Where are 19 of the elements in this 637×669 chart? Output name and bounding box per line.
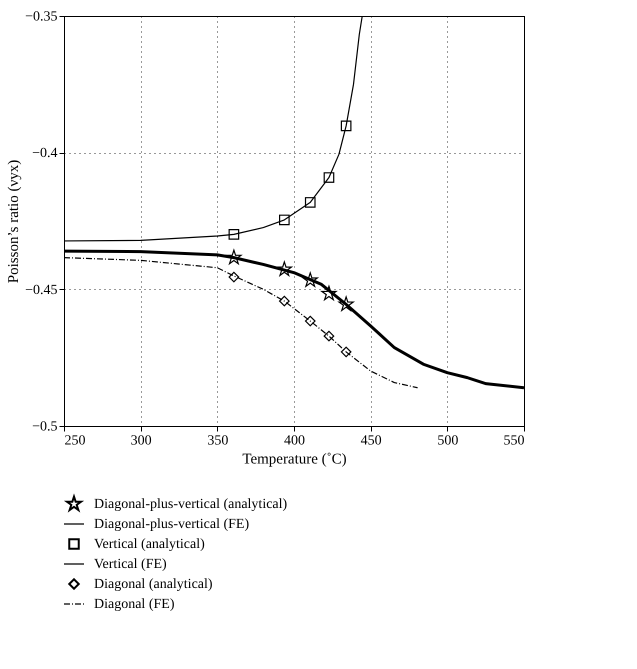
x-tick-label: 450 xyxy=(360,434,382,448)
legend-label: Diagonal-plus-vertical (FE) xyxy=(94,517,250,532)
x-tick-label: 400 xyxy=(284,434,305,448)
x-axis-title: Temperature (˚C) xyxy=(242,452,347,468)
y-tick-label: −0.45 xyxy=(25,282,58,298)
legend-label: Diagonal-plus-vertical (analytical) xyxy=(94,497,288,512)
x-tick-label: 500 xyxy=(437,434,458,448)
y-tick-label: −0.35 xyxy=(25,10,58,24)
x-tick-label: 250 xyxy=(64,434,86,448)
x-tick-label: 300 xyxy=(130,434,152,448)
legend-label: Diagonal (analytical) xyxy=(94,577,213,592)
x-tick-label: 350 xyxy=(207,434,228,448)
legend-label: Vertical (FE) xyxy=(94,557,168,572)
x-tick-label: 550 xyxy=(504,434,524,448)
y-axis-title: Poisson’s ratio (νyx) xyxy=(6,160,22,284)
y-tick-label: −0.5 xyxy=(32,420,58,434)
legend-label: Vertical (analytical) xyxy=(94,537,206,552)
legend-label: Diagonal (FE) xyxy=(94,597,175,612)
y-tick-label: −0.4 xyxy=(32,146,58,162)
